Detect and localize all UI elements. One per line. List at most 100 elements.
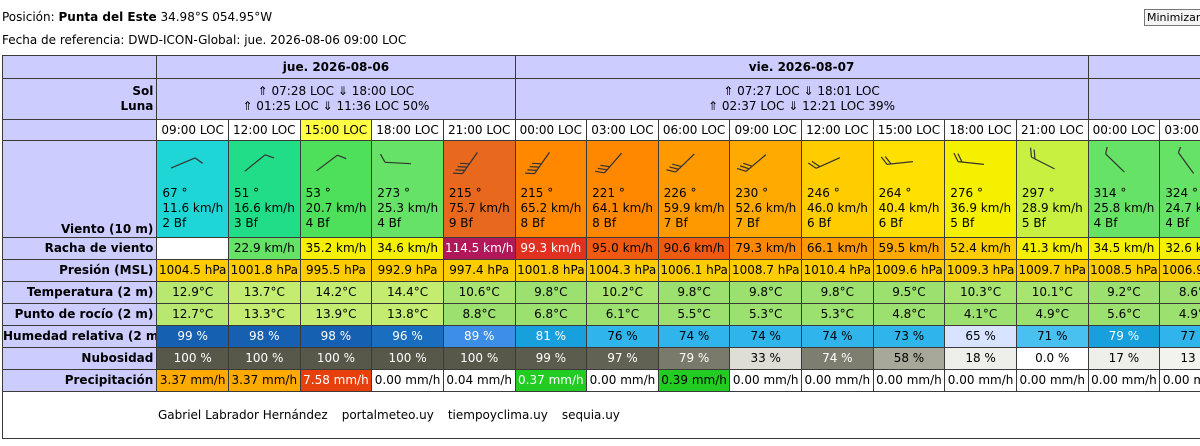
gust-cell: 66.1 km/h (801, 237, 874, 260)
precip-cell: 3.37 mm/h (227, 369, 301, 392)
dewpoint-cell: 8.8°C (442, 303, 516, 326)
time-row: 09:00 LOC 12:00 LOC 15:00 LOC 18:00 LOC 21:0… (1, 119, 1200, 141)
gust-cell: 90.6 km/h (657, 237, 731, 260)
wind-values: 215 ° 65.2 km/h 8 Bf (521, 186, 582, 231)
cloud-cell: 100 % (371, 347, 444, 370)
precip-cell: 0.00 mm/h (1159, 369, 1200, 392)
precip-cell: 0.37 mm/h (514, 369, 588, 392)
day-header (1087, 55, 1200, 79)
pressure-cell: 995.5 hPa (299, 259, 373, 282)
wind-bf: 7 Bf (735, 216, 760, 230)
cloud-cell: 58 % (872, 347, 946, 370)
credit-link[interactable]: tiempoyclima.uy (447, 407, 548, 422)
wind-barb-icon (737, 154, 767, 172)
wind-bf: 5 Bf (950, 216, 975, 230)
minimize-button[interactable]: Minimizar (1144, 9, 1200, 26)
pressure-row: Presión (MSL) 1004.5 hPa 1001.8 hPa 995.5 h… (1, 259, 1200, 282)
wind-bf: 4 Bf (1165, 216, 1190, 230)
moon-times: ⇑ 02:37 LOC ⇓ 12:21 LOC 39% (708, 99, 896, 113)
position-name: Punta del Este (58, 10, 157, 24)
time-corner (1, 119, 158, 141)
wind-barb-icon (452, 152, 478, 175)
corner-cell (1, 55, 158, 79)
reference-value: DWD-ICON-Global: jue. 2026-08-06 09:00 L… (128, 33, 407, 47)
position-label: Posición: (2, 10, 55, 24)
credit-author: Gabriel Labrador Hernández (158, 407, 328, 422)
position-line: Posición: Punta del Este 34.98°S 054.95°… (2, 10, 272, 24)
dewpoint-cell: 13.3°C (227, 303, 301, 326)
wind-cell: 215 ° 65.2 km/h 8 Bf (514, 140, 588, 238)
humidity-label: Humedad relativa (2 m) (1, 325, 158, 348)
wind-bf: 4 Bf (1093, 216, 1118, 230)
wind-dir: 215 ° (448, 186, 482, 200)
day-header: jue. 2026-08-06 (156, 55, 516, 79)
humidity-cell: 73 % (872, 325, 946, 348)
precip-row: Precipitación 3.37 mm/h 3.37 mm/h 7.58 mm/h… (1, 369, 1200, 392)
pressure-cell: 1006.1 hPa (657, 259, 731, 282)
temperature-cell: 9.8°C (729, 281, 803, 304)
wind-barb-icon (1029, 147, 1055, 170)
wind-cell: 276 ° 36.9 km/h 5 Bf (944, 140, 1017, 238)
sun-moon-cell: ⇑ 07:28 LOC ⇓ 18:00 LOC ⇑ 01:25 LOC ⇓ 11:… (156, 78, 516, 120)
credits-row: Gabriel Labrador Hernández portalmeteo.uy… (2, 391, 1200, 439)
pressure-cell: 1009.6 hPa (872, 259, 946, 282)
dewpoint-cell: 13.8°C (371, 303, 444, 326)
temperature-cell: 10.3°C (944, 281, 1017, 304)
time-cell: 03:00 LOC (586, 119, 659, 141)
wind-barb-icon (171, 157, 204, 169)
dewpoint-cell: 4.9°C (1159, 303, 1200, 326)
wind-barb-icon (595, 152, 623, 174)
wind-values: 297 ° 28.9 km/h 5 Bf (1022, 186, 1083, 231)
position-coords: 34.98°S 054.95°W (160, 10, 273, 24)
sun-times: ⇑ 07:28 LOC ⇓ 18:00 LOC (257, 84, 415, 98)
wind-speed: 75.7 km/h (448, 201, 510, 215)
humidity-cell: 89 % (442, 325, 516, 348)
wind-speed: 20.7 km/h (305, 201, 367, 215)
temperature-cell: 13.7°C (227, 281, 301, 304)
forecast-table: jue. 2026-08-06 vie. 2026-08-07 Sol Luna ⇑ 0… (1, 55, 1200, 439)
wind-label: Viento (10 m) (1, 140, 158, 238)
humidity-cell: 74 % (657, 325, 731, 348)
pressure-cell: 1006.9 hPa (1159, 259, 1200, 282)
credit-link[interactable]: sequia.uy (561, 407, 620, 422)
wind-dir: 230 ° (735, 186, 769, 200)
credit-link[interactable]: portalmeteo.uy (341, 407, 434, 422)
humidity-cell: 76 % (586, 325, 659, 348)
wind-values: 51 ° 16.6 km/h 3 Bf (234, 186, 295, 231)
precip-cell: 7.58 mm/h (299, 369, 373, 392)
dewpoint-cell: 5.6°C (1087, 303, 1161, 326)
pressure-cell: 1004.3 hPa (586, 259, 659, 282)
wind-bf: 6 Bf (807, 216, 831, 230)
temperature-cell: 9.8°C (514, 281, 588, 304)
wind-values: 324 °24.7 km/h4 Bf (1165, 186, 1200, 231)
sun-moon-cell: ⇑ 07:27 LOC ⇓ 18:01 LOC ⇑ 02:37 LOC ⇓ 12:… (514, 78, 1089, 120)
wind-bf: 4 Bf (305, 216, 330, 230)
wind-speed: 25.3 km/h (377, 201, 439, 215)
wind-cell: 246 ° 46.0 km/h 6 Bf (801, 140, 874, 238)
gust-cell: 32.6 km/h (1159, 237, 1200, 260)
time-cell: 21:00 LOC (1015, 119, 1089, 141)
sun-moon-label: Sol Luna (1, 78, 158, 120)
humidity-cell: 81 % (514, 325, 588, 348)
cloud-cell: 74 % (801, 347, 874, 370)
wind-cell: 273 ° 25.3 km/h 4 Bf (371, 140, 444, 238)
humidity-cell: 65 % (944, 325, 1017, 348)
dewpoint-cell: 6.8°C (514, 303, 588, 326)
gust-cell: 95.0 km/h (586, 237, 659, 260)
gust-cell: 79.3 km/h (729, 237, 803, 260)
pressure-cell: 1001.8 hPa (514, 259, 588, 282)
dewpoint-row: Punto de rocío (2 m) 12.7°C 13.3°C 13.9°C 13… (1, 303, 1200, 326)
precip-cell: 0.00 mm/h (1087, 369, 1161, 392)
precip-cell: 0.04 mm/h (442, 369, 516, 392)
wind-bf: 9 Bf (448, 216, 473, 230)
day-header: vie. 2026-08-07 (514, 55, 1089, 79)
temperature-cell: 12.9°C (156, 281, 229, 304)
gust-cell (156, 237, 229, 260)
pressure-cell: 1009.7 hPa (1015, 259, 1089, 282)
wind-speed: 36.9 km/h (950, 201, 1012, 215)
precip-cell: 0.00 mm/h (729, 369, 803, 392)
moon-times: ⇑ 01:25 LOC ⇓ 11:36 LOC 50% (242, 99, 430, 113)
cloud-cell: 18 % (944, 347, 1017, 370)
cloud-cell: 99 % (514, 347, 588, 370)
cloud-cell: 13 % (1159, 347, 1200, 370)
